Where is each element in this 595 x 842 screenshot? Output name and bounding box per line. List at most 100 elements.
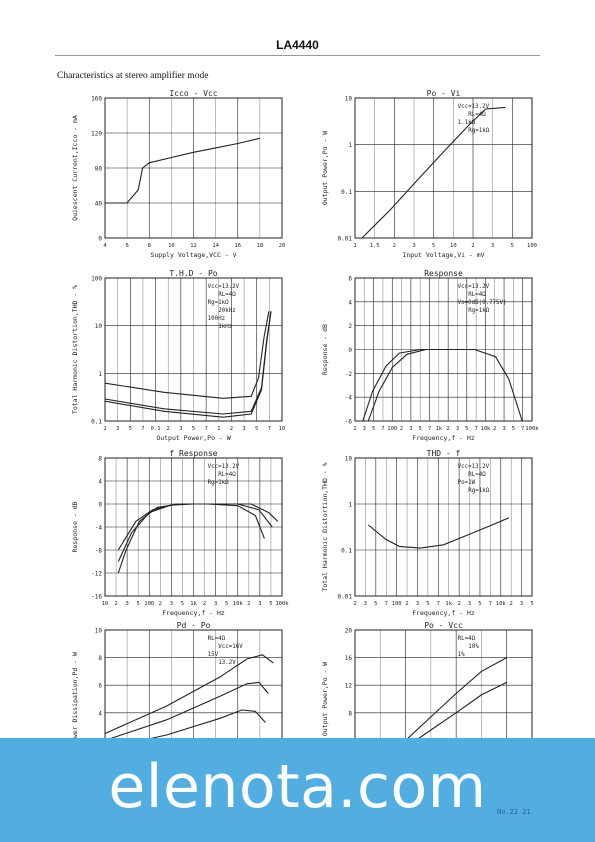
chart-title: T.H.D - Po <box>169 269 217 278</box>
series-line <box>105 137 261 204</box>
y-tick-label: 6 <box>348 276 352 283</box>
x-tick-label: 7 <box>437 601 440 607</box>
chart-title: Po - Vcc <box>424 621 463 630</box>
series-line <box>117 503 265 574</box>
x-tick-label: 1k <box>190 601 197 607</box>
x-tick-label: 10 <box>168 243 175 249</box>
annotation-label: 20kHz <box>218 308 235 314</box>
x-tick-label: 2 <box>400 426 403 432</box>
x-tick-label: 3 <box>456 426 459 432</box>
x-tick-label: 3 <box>364 601 367 607</box>
x-tick-label: 2 <box>510 601 513 607</box>
x-tick-label: 3 <box>116 426 119 432</box>
annotation-label: Rg=1kΩ <box>468 488 489 494</box>
series-line-1khz <box>104 311 272 418</box>
y-tick-label: -8 <box>95 548 103 555</box>
x-tick-label: 3 <box>502 426 505 432</box>
x-tick-label: 1k <box>436 426 443 432</box>
plot-frame <box>354 457 533 597</box>
y-axis-label: Quiescent Current,Icco - mA <box>71 115 79 221</box>
annotation-label: RL=4Ω <box>208 636 226 642</box>
x-tick-label: 5 <box>255 426 258 432</box>
chart-title: Po - Vi <box>427 89 461 98</box>
x-tick-label: 2 <box>393 243 396 249</box>
annotation-label: Vcc=13.2V <box>208 464 240 470</box>
x-tick-label: 3 <box>179 426 182 432</box>
annotation-label: RL=4Ω <box>468 292 486 298</box>
y-tick-label: 0.01 <box>338 594 353 601</box>
x-tick-label: 7 <box>141 426 144 432</box>
x-tick-label: 5 <box>478 601 481 607</box>
annotation-label: RL=4Ω <box>468 472 486 478</box>
x-tick-label: 5 <box>465 426 468 432</box>
x-tick-label: 3 <box>416 601 419 607</box>
x-tick-label: 2 <box>230 426 233 432</box>
x-tick-label: 2 <box>247 601 250 607</box>
x-tick-label: 10 <box>102 601 109 607</box>
x-tick-label: 5 <box>426 601 429 607</box>
x-tick-label: 0.1 <box>151 426 161 432</box>
chart-icco-vcc: Icco - Vcc 0 40 80 120 160 4 6 8 10 12 14 16 18 20 Supp… <box>71 89 285 259</box>
series-line-20khz <box>104 311 270 399</box>
series-line-13-2v <box>104 709 266 750</box>
chart-title: THD - f <box>427 449 461 458</box>
annotation-label: 13.2V <box>218 660 236 666</box>
chart-title: Icco - Vcc <box>169 89 217 98</box>
annotation-label: Vcc=16V <box>218 644 243 650</box>
y-axis-label: Response - dB <box>71 501 79 552</box>
annotation-label: Rg=1kΩ <box>208 480 229 486</box>
y-tick-label: 8 <box>348 710 352 717</box>
x-tick-label: 7 <box>268 426 271 432</box>
annotation-label: 15V <box>208 652 219 658</box>
y-tick-label: 16 <box>345 655 353 662</box>
y-tick-label: 12 <box>345 683 353 690</box>
y-tick-label: 10 <box>345 456 353 463</box>
x-tick-label: 2 <box>493 426 496 432</box>
x-tick-label: 3 <box>363 426 366 432</box>
x-tick-label: 7 <box>204 426 207 432</box>
y-tick-label: -16 <box>91 594 102 601</box>
annotation-label: RL=4Ω <box>468 112 486 118</box>
x-tick-label: 4 <box>103 243 107 249</box>
x-tick-label: 7 <box>489 601 492 607</box>
x-tick-label: 10 <box>279 426 286 432</box>
y-tick-label: 0 <box>98 502 102 509</box>
x-tick-label: 3 <box>520 601 523 607</box>
x-tick-label: 100 <box>392 601 402 607</box>
x-tick-label: 3 <box>214 601 217 607</box>
x-tick-label: 100 <box>387 426 397 432</box>
y-tick-label: 40 <box>95 201 103 208</box>
plot-frame <box>104 277 283 422</box>
x-tick-label: 1 <box>353 243 356 249</box>
x-tick-label: 2 <box>167 426 170 432</box>
x-tick-label: 3 <box>412 243 415 249</box>
x-tick-label: 7 <box>474 426 477 432</box>
chart-title: Pd - Po <box>177 621 211 630</box>
annotation-label: 1% <box>458 652 465 658</box>
x-tick-label: 1 <box>217 426 220 432</box>
annotation-label: Vcc=13.2V <box>458 284 490 290</box>
x-tick-label: 3 <box>491 243 494 249</box>
x-tick-label: 18 <box>257 243 264 249</box>
x-tick-label: 3 <box>258 601 261 607</box>
y-tick-label: 1 <box>348 502 352 509</box>
series-line <box>362 348 523 422</box>
y-tick-label: 8 <box>98 655 102 662</box>
x-tick-label: 2 <box>203 601 206 607</box>
x-tick-label: 10k <box>480 426 491 432</box>
x-tick-label: 2 <box>447 426 450 432</box>
annotation-label: 1.1kΩ <box>458 120 476 126</box>
x-tick-label: 7 <box>428 426 431 432</box>
x-tick-label: 100 <box>144 601 154 607</box>
x-tick-label: 3 <box>125 601 128 607</box>
x-tick-label: 3 <box>468 601 471 607</box>
annotation-label: Rg=1kΩ <box>208 300 229 306</box>
annotation-label: Vcc=13.2V <box>458 104 490 110</box>
x-tick-label: 10 <box>450 243 457 249</box>
x-axis-label: Frequency,f - Hz <box>412 609 475 617</box>
y-tick-label: 0.1 <box>341 189 352 196</box>
series-line-15v <box>104 681 269 741</box>
y-tick-label: 80 <box>95 166 103 173</box>
